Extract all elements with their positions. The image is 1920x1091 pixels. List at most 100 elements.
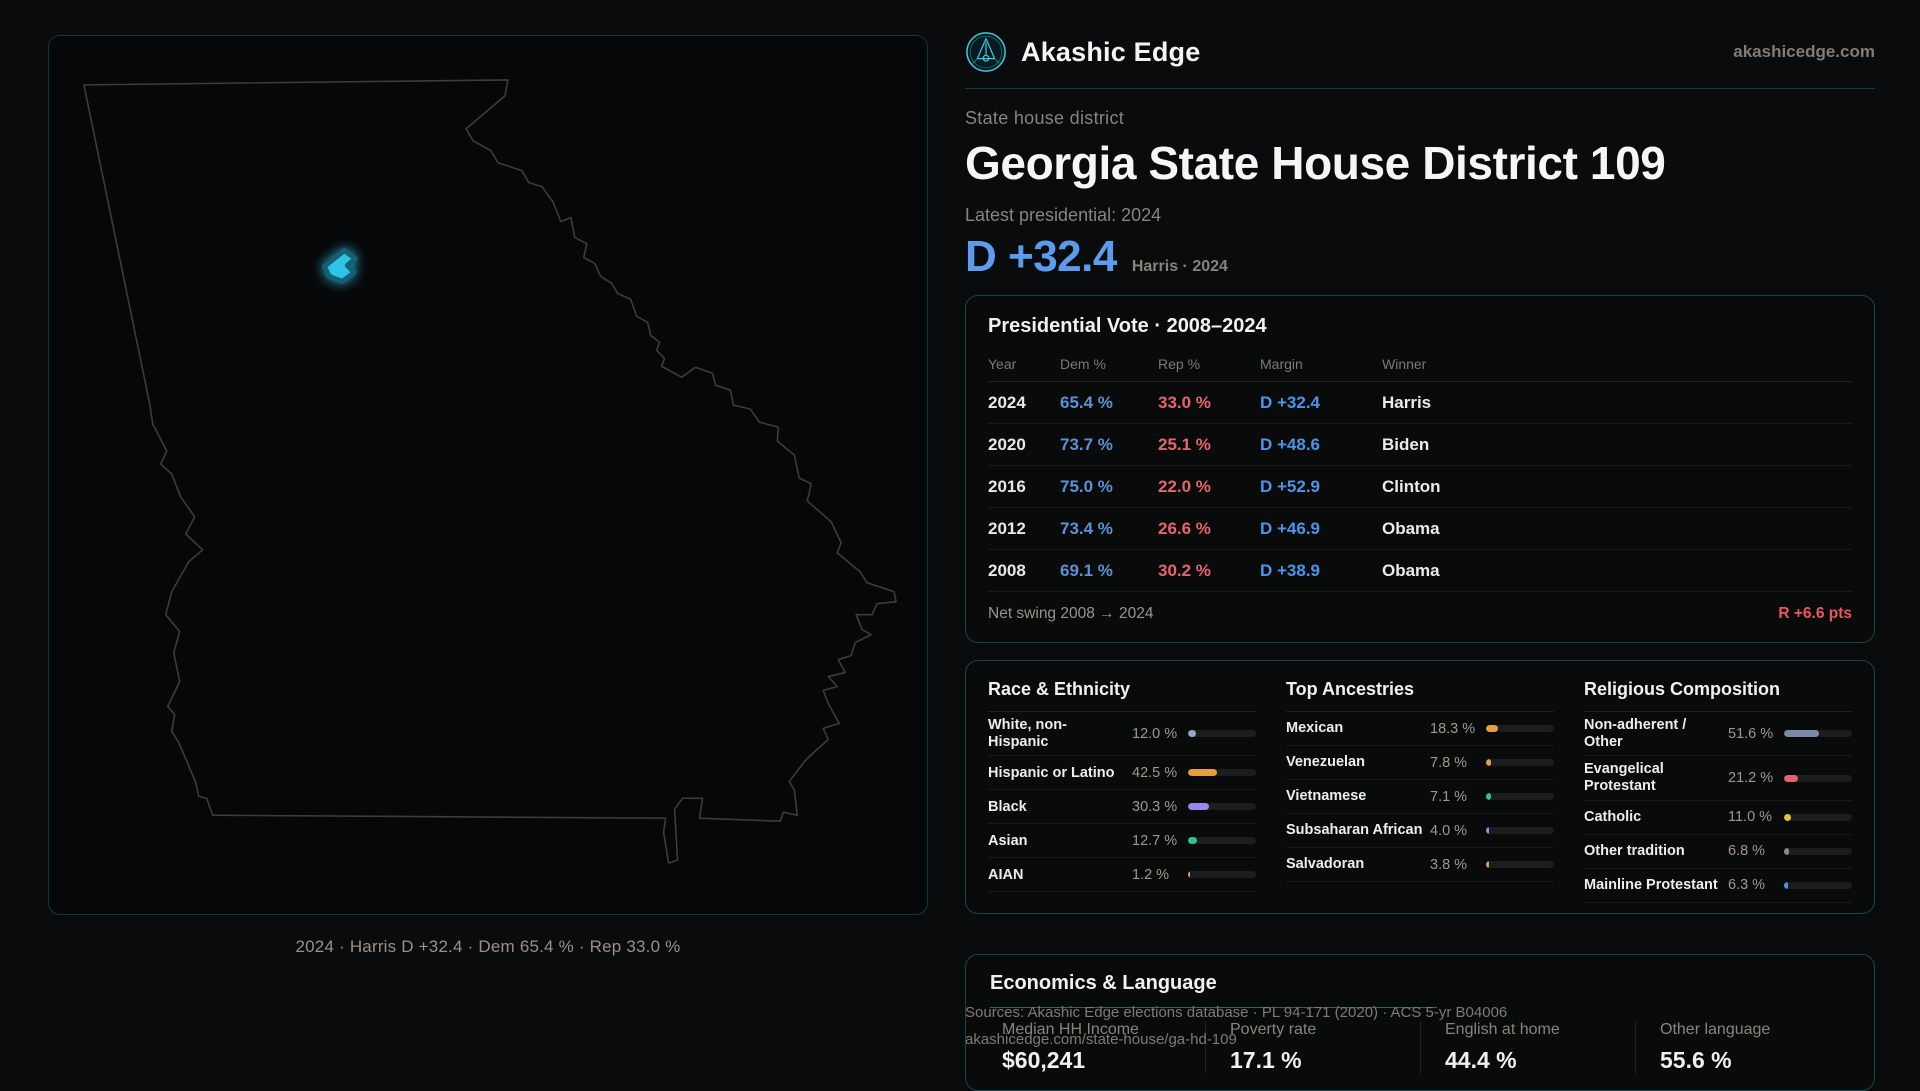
- cell-dem-pct: 73.4 %: [1060, 518, 1113, 538]
- cell-dem-pct: 73.7 %: [1060, 434, 1113, 454]
- stat-value: 44.4 %: [1445, 1046, 1517, 1073]
- stat-bar: [1784, 730, 1852, 738]
- table-row: 2012 73.4 % 26.6 % D +46.9 Obama: [988, 508, 1852, 550]
- stat-label: Mainline Protestant: [1584, 876, 1718, 893]
- cell-dem-pct: 75.0 %: [1060, 476, 1113, 496]
- cell-winner: Obama: [1382, 518, 1440, 538]
- cell-year: 2024: [988, 392, 1026, 412]
- column-header-rep: Rep %: [1158, 355, 1201, 372]
- cell-rep-pct: 30.2 %: [1158, 560, 1211, 580]
- list-item: Venezuelan 7.8 %: [1286, 746, 1554, 780]
- stat-value: 42.5 %: [1132, 764, 1178, 781]
- stat-bar: [1486, 793, 1554, 800]
- stat-bar: [1188, 769, 1256, 777]
- georgia-state-outline: [83, 79, 897, 864]
- stat-label: Mexican: [1286, 720, 1344, 737]
- stat-poverty-rate: Poverty rate 17.1 %: [1205, 1020, 1420, 1074]
- stat-value: 12.7 %: [1132, 832, 1178, 849]
- presidential-vote-panel: Presidential Vote · 2008–2024 Year Dem %…: [965, 295, 1875, 643]
- kicker-label: State house district: [965, 108, 1125, 128]
- headline-margin-value: D +32.4: [965, 232, 1117, 281]
- cell-margin: D +32.4: [1260, 392, 1321, 412]
- stat-value: 17.1 %: [1230, 1046, 1302, 1073]
- stat-label: Other language: [1660, 1020, 1771, 1038]
- race-ethnicity-column: Race & Ethnicity White, non-Hispanic 12.…: [988, 679, 1256, 903]
- column-header-winner: Winner: [1382, 355, 1427, 372]
- stat-bar: [1188, 730, 1256, 738]
- stat-value: 6.8 %: [1728, 843, 1766, 860]
- stat-label: AIAN: [988, 866, 1024, 883]
- column-header-year: Year: [988, 355, 1017, 372]
- list-item: Mexican 18.3 %: [1286, 712, 1554, 746]
- stat-bar: [1188, 871, 1256, 879]
- stat-value: 21.2 %: [1728, 770, 1774, 787]
- cell-winner: Harris: [1382, 392, 1432, 412]
- economics-language-title: Economics & Language: [990, 971, 1217, 994]
- page-title: Georgia State House District 109: [965, 137, 1666, 189]
- cell-winner: Clinton: [1382, 476, 1441, 496]
- stat-label: Median HH Income: [1002, 1020, 1139, 1038]
- stat-bar: [1188, 837, 1256, 845]
- content-column: Akashic Edge akashicedge.com State house…: [965, 0, 1875, 1091]
- stat-value: 4.0 %: [1430, 822, 1468, 839]
- net-swing-label: Net swing 2008 → 2024: [988, 605, 1154, 622]
- economics-title-divider: [990, 1006, 1438, 1008]
- cell-year: 2016: [988, 476, 1026, 496]
- brand-name: Akashic Edge: [1021, 36, 1201, 67]
- list-item: Asian 12.7 %: [988, 824, 1256, 859]
- headline: D +32.4 Harris · 2024: [965, 232, 1875, 282]
- list-item: Salvadoran 3.8 %: [1286, 848, 1554, 882]
- stat-value: 7.8 %: [1430, 754, 1468, 771]
- list-item: Black 30.3 %: [988, 790, 1256, 825]
- list-item: Mainline Protestant 6.3 %: [1584, 869, 1852, 903]
- cell-rep-pct: 33.0 %: [1158, 392, 1211, 412]
- economics-stats-row: Median HH Income $60,241 Poverty rate 17…: [990, 1020, 1850, 1074]
- stat-bar: [1486, 861, 1554, 868]
- cell-margin: D +46.9: [1260, 518, 1321, 538]
- district-map-panel: [48, 35, 928, 915]
- stat-bar: [1784, 847, 1852, 855]
- cell-margin: D +48.6: [1260, 434, 1321, 454]
- stat-value: 1.2 %: [1132, 866, 1170, 883]
- table-row: 2016 75.0 % 22.0 % D +52.9 Clinton: [988, 466, 1852, 508]
- stat-label: White, non-Hispanic: [988, 717, 1067, 750]
- list-item: Non-adherent / Other 51.6 %: [1584, 712, 1852, 757]
- list-item: Other tradition 6.8 %: [1584, 835, 1852, 869]
- column-header-margin: Margin: [1260, 355, 1303, 372]
- stat-bar: [1784, 774, 1852, 782]
- cell-year: 2012: [988, 518, 1026, 538]
- permalink[interactable]: akashicedge.com/state-house/ga-hd-109: [965, 1031, 1237, 1048]
- list-item: Evangelical Protestant 21.2 %: [1584, 756, 1852, 801]
- stat-value: $60,241: [1002, 1046, 1086, 1073]
- cell-rep-pct: 26.6 %: [1158, 518, 1211, 538]
- cell-winner: Biden: [1382, 434, 1430, 454]
- column-header-dem: Dem %: [1060, 355, 1106, 372]
- cell-rep-pct: 25.1 %: [1158, 434, 1211, 454]
- cell-dem-pct: 69.1 %: [1060, 560, 1113, 580]
- table-row: 2024 65.4 % 33.0 % D +32.4 Harris: [988, 382, 1852, 424]
- stat-label: Salvadoran: [1286, 856, 1365, 873]
- stat-value: 55.6 %: [1660, 1046, 1732, 1073]
- brand-domain-link[interactable]: akashicedge.com: [1733, 42, 1875, 61]
- stat-label: Evangelical Protestant: [1584, 761, 1664, 795]
- top-ancestries-title: Top Ancestries: [1286, 679, 1554, 712]
- latest-presidential-label: Latest presidential: 2024: [965, 205, 1162, 225]
- stat-label: Non-adherent / Other: [1584, 717, 1687, 750]
- stat-label: Asian: [988, 832, 1028, 849]
- race-ethnicity-title: Race & Ethnicity: [988, 679, 1256, 712]
- table-row: 2008 69.1 % 30.2 % D +38.9 Obama: [988, 550, 1852, 592]
- stat-other-language: Other language 55.6 %: [1635, 1020, 1850, 1074]
- religious-composition-title: Religious Composition: [1584, 679, 1852, 712]
- list-item: Hispanic or Latino 42.5 %: [988, 756, 1256, 791]
- demographics-panel: Race & Ethnicity White, non-Hispanic 12.…: [965, 660, 1875, 914]
- district-109-shape[interactable]: [321, 248, 358, 284]
- stat-value: 12.0 %: [1132, 725, 1178, 742]
- list-item: Subsaharan African 4.0 %: [1286, 814, 1554, 848]
- stat-bar: [1784, 813, 1852, 821]
- stat-value: 6.3 %: [1728, 877, 1766, 894]
- table-header-row: Year Dem % Rep % Margin Winner: [988, 346, 1852, 382]
- map-section: 2024 · Harris D +32.4 · Dem 65.4 % · Rep…: [48, 35, 928, 957]
- headline-context: Harris · 2024: [1131, 258, 1228, 275]
- cell-rep-pct: 22.0 %: [1158, 476, 1211, 496]
- list-item: Catholic 11.0 %: [1584, 801, 1852, 835]
